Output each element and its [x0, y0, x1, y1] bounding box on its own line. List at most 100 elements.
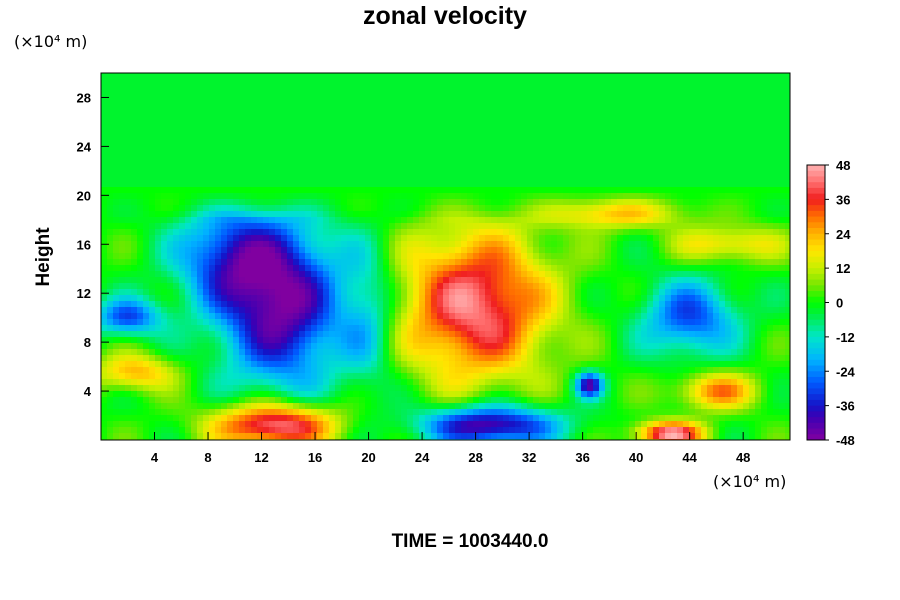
heatmap-cell [377, 103, 384, 110]
heatmap-cell [557, 181, 564, 188]
heatmap-cell [605, 247, 612, 254]
heatmap-cell [611, 319, 618, 326]
heatmap-cell [761, 271, 768, 278]
heatmap-cell [635, 181, 642, 188]
heatmap-cell [143, 169, 150, 176]
heatmap-cell [533, 121, 540, 128]
heatmap-cell [101, 265, 108, 272]
heatmap-cell [707, 319, 714, 326]
heatmap-cell [161, 121, 168, 128]
heatmap-cell [161, 139, 168, 146]
heatmap-cell [281, 97, 288, 104]
heatmap-cell [773, 157, 780, 164]
heatmap-cell [755, 193, 762, 200]
heatmap-cell [521, 157, 528, 164]
heatmap-cell [539, 79, 546, 86]
heatmap-cell [233, 313, 240, 320]
heatmap-cell [419, 181, 426, 188]
heatmap-cell [215, 157, 222, 164]
heatmap-cell [581, 145, 588, 152]
heatmap-cell [647, 145, 654, 152]
heatmap-cell [209, 301, 216, 308]
heatmap-cell [587, 115, 594, 122]
heatmap-cell [311, 265, 318, 272]
heatmap-cell [401, 115, 408, 122]
heatmap-cell [293, 175, 300, 182]
heatmap-cell [221, 103, 228, 110]
heatmap-cell [701, 73, 708, 80]
heatmap-cell [515, 247, 522, 254]
heatmap-cell [317, 133, 324, 140]
heatmap-cell [623, 295, 630, 302]
heatmap-cell [125, 187, 132, 194]
heatmap-cell [563, 121, 570, 128]
heatmap-cell [593, 253, 600, 260]
heatmap-cell [557, 217, 564, 224]
heatmap-cell [149, 175, 156, 182]
heatmap-cell [659, 223, 666, 230]
heatmap-cell [311, 157, 318, 164]
heatmap-cell [677, 73, 684, 80]
heatmap-cell [785, 205, 791, 212]
heatmap-cell [707, 139, 714, 146]
heatmap-cell [497, 127, 504, 134]
heatmap-cell [479, 241, 486, 248]
heatmap-cell [425, 247, 432, 254]
heatmap-cell [605, 139, 612, 146]
heatmap-cell [689, 271, 696, 278]
heatmap-cell [143, 211, 150, 218]
heatmap-cell [401, 175, 408, 182]
heatmap-cell [575, 181, 582, 188]
heatmap-cell [347, 151, 354, 158]
heatmap-cell [173, 271, 180, 278]
heatmap-cell [545, 223, 552, 230]
heatmap-cell [287, 175, 294, 182]
heatmap-cell [419, 229, 426, 236]
heatmap-cell [197, 283, 204, 290]
heatmap-cell [407, 109, 414, 116]
heatmap-cell [761, 325, 768, 332]
heatmap-cell [353, 157, 360, 164]
heatmap-cell [677, 301, 684, 308]
heatmap-cell [281, 187, 288, 194]
heatmap-cell [461, 211, 468, 218]
heatmap-cell [671, 121, 678, 128]
heatmap-cell [305, 319, 312, 326]
heatmap-cell [155, 211, 162, 218]
heatmap-cell [641, 175, 648, 182]
heatmap-cell [119, 223, 126, 230]
heatmap-cell [179, 247, 186, 254]
heatmap-cell [299, 211, 306, 218]
heatmap-cell [563, 193, 570, 200]
heatmap-cell [305, 301, 312, 308]
heatmap-cell [593, 247, 600, 254]
heatmap-cell [209, 217, 216, 224]
heatmap-cell [317, 235, 324, 242]
heatmap-cell [641, 115, 648, 122]
heatmap-cell [329, 241, 336, 248]
heatmap-cell [269, 313, 276, 320]
heatmap-cell [401, 193, 408, 200]
heatmap-cell [593, 79, 600, 86]
heatmap-cell [413, 91, 420, 98]
heatmap-cell [503, 277, 510, 284]
heatmap-cell [743, 193, 750, 200]
heatmap-cell [725, 205, 732, 212]
heatmap-cell [653, 91, 660, 98]
heatmap-cell [395, 175, 402, 182]
heatmap-cell [449, 187, 456, 194]
heatmap-cell [671, 235, 678, 242]
heatmap-cell [221, 283, 228, 290]
heatmap-cell [533, 199, 540, 206]
heatmap-cell [275, 307, 282, 314]
heatmap-cell [101, 319, 108, 326]
heatmap-cell [239, 289, 246, 296]
heatmap-cell [449, 151, 456, 158]
heatmap-cell [161, 277, 168, 284]
heatmap-cell [665, 121, 672, 128]
heatmap-cell [155, 301, 162, 308]
heatmap-cell [131, 181, 138, 188]
heatmap-cell [143, 97, 150, 104]
heatmap-cell [665, 85, 672, 92]
heatmap-cell [527, 169, 534, 176]
